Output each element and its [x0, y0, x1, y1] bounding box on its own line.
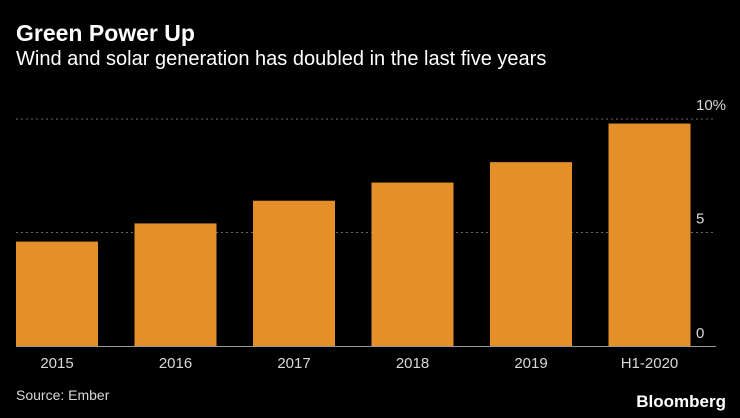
bar-2017 — [253, 200, 335, 346]
x-tick-label-2016: 2016 — [159, 355, 192, 372]
source-note: Source: Ember — [16, 387, 110, 403]
y-tick-label-0: 0 — [696, 325, 704, 342]
bar-2018 — [371, 182, 454, 346]
bar-2015 — [16, 241, 98, 346]
y-tick-label-5: 5 — [696, 211, 704, 228]
bar-2019 — [490, 162, 572, 346]
chart-subtitle: Wind and solar generation has doubled in… — [16, 48, 547, 70]
chart-title: Green Power Up — [16, 20, 195, 46]
x-tick-label-2019: 2019 — [514, 355, 547, 372]
bar-2016 — [134, 223, 217, 346]
x-tick-label-h1-2020: H1-2020 — [621, 355, 679, 372]
x-tick-label-2018: 2018 — [396, 355, 429, 372]
bloomberg-logo: Bloomberg — [636, 392, 726, 411]
x-tick-label-2015: 2015 — [40, 355, 73, 372]
x-tick-label-2017: 2017 — [277, 355, 310, 372]
bar-h1-2020 — [608, 123, 691, 346]
y-tick-label-10: 10% — [696, 97, 726, 114]
